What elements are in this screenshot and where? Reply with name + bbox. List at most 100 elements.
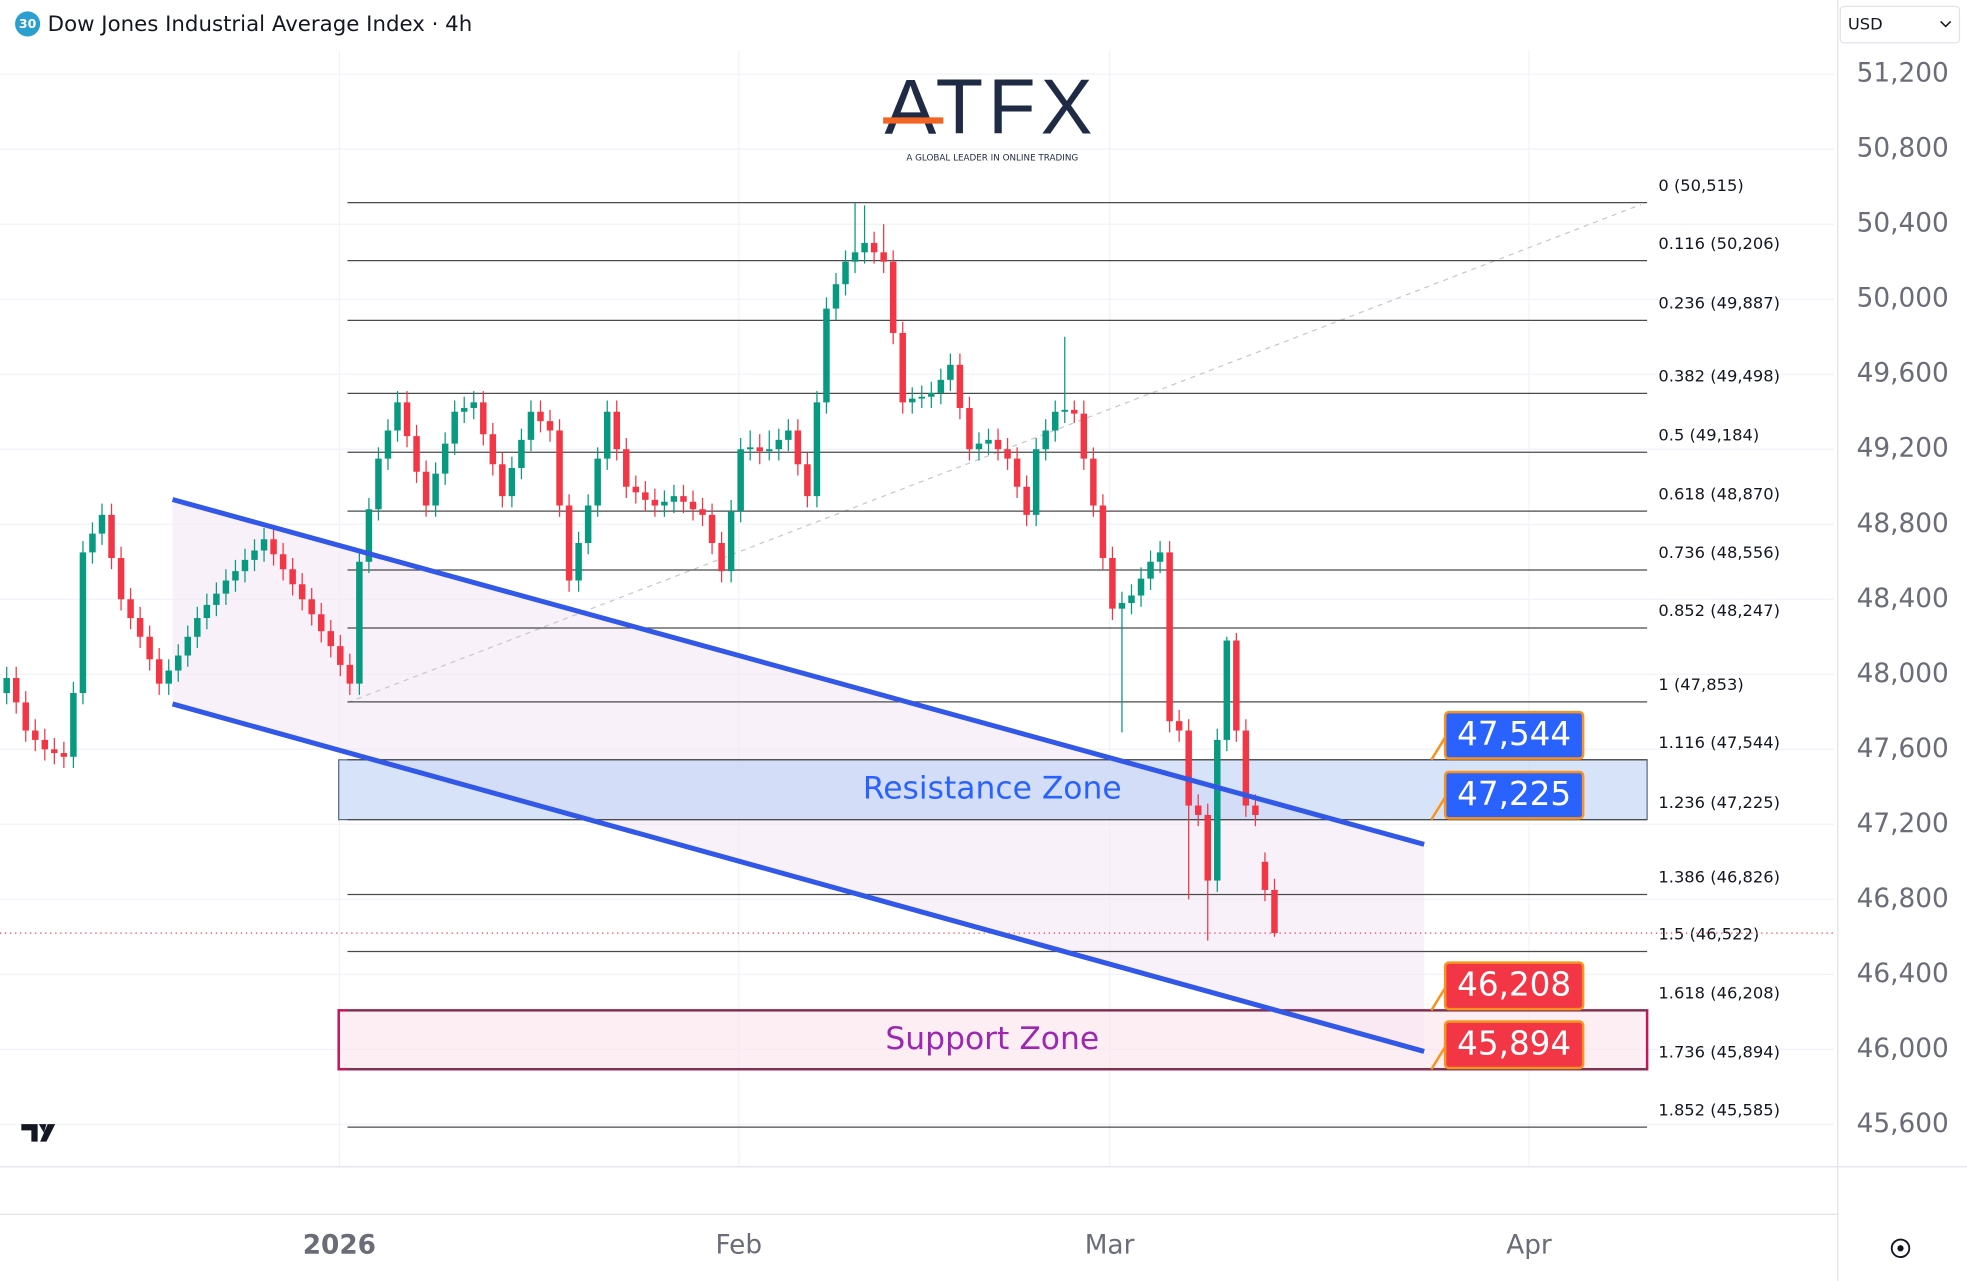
candle-body bbox=[1214, 739, 1221, 881]
tv-logo bbox=[21, 1124, 56, 1142]
candle-body bbox=[251, 550, 258, 560]
candle-body bbox=[661, 501, 668, 506]
candle-body bbox=[1099, 505, 1107, 559]
candle-body bbox=[422, 471, 430, 506]
candle-body bbox=[1023, 486, 1030, 515]
candle-body bbox=[175, 655, 182, 671]
candle-body bbox=[851, 252, 859, 262]
y-tick-label: 49,200 bbox=[1857, 434, 1949, 464]
fib-level-label: 0.116 (50,206) bbox=[1658, 234, 1780, 253]
candle-body bbox=[441, 443, 449, 474]
x-tick-label: Mar bbox=[1085, 1230, 1135, 1260]
candle-body bbox=[546, 421, 554, 431]
y-tick-label: 46,800 bbox=[1857, 884, 1949, 914]
candle-body bbox=[670, 496, 678, 502]
fib-level-label: 1.618 (46,208) bbox=[1658, 984, 1780, 1003]
candle-body bbox=[766, 449, 773, 452]
candle-body bbox=[1061, 409, 1069, 412]
candle-body bbox=[127, 599, 134, 619]
price-tag bbox=[1443, 770, 1585, 820]
candle-body bbox=[1233, 640, 1240, 731]
price-tag-label: 47,225 bbox=[1457, 775, 1571, 813]
candle-body bbox=[870, 242, 878, 253]
candle-body bbox=[1137, 578, 1145, 596]
candle-body bbox=[947, 364, 954, 380]
price-tag-label: 47,544 bbox=[1457, 715, 1571, 753]
candle-body bbox=[737, 449, 744, 512]
candle-body bbox=[708, 514, 716, 544]
candle-body bbox=[403, 402, 411, 437]
candle-body bbox=[232, 571, 239, 581]
candle-body bbox=[813, 402, 821, 497]
candle-body bbox=[928, 392, 935, 397]
candle-body bbox=[966, 407, 973, 450]
settings-icon[interactable] bbox=[1890, 1238, 1911, 1259]
candle-body bbox=[1090, 458, 1097, 506]
candle-body bbox=[842, 261, 849, 285]
y-tick-label: 50,400 bbox=[1857, 209, 1949, 239]
x-tick-label: 2026 bbox=[303, 1230, 376, 1260]
y-tick-label: 50,000 bbox=[1857, 284, 1949, 314]
fib-level-label: 0.618 (48,870) bbox=[1658, 484, 1780, 503]
y-tick-label: 47,200 bbox=[1857, 809, 1949, 839]
candle-body bbox=[260, 539, 268, 551]
fib-level-label: 0 (50,515) bbox=[1658, 176, 1743, 195]
candle-body bbox=[384, 430, 392, 459]
candle-body bbox=[194, 618, 201, 637]
candle-body bbox=[775, 439, 783, 450]
currency[interactable]: USD bbox=[1848, 15, 1883, 34]
candle-body bbox=[480, 402, 487, 435]
fib-level-label: 0.852 (48,247) bbox=[1658, 601, 1780, 620]
zone-label: Resistance Zone bbox=[863, 771, 1122, 807]
candle-body bbox=[603, 411, 611, 459]
fib-level-label: 1.386 (46,826) bbox=[1658, 868, 1780, 887]
header-bg bbox=[0, 0, 1835, 48]
candle-body bbox=[727, 511, 735, 572]
candle-body bbox=[537, 411, 544, 422]
y-tick-label: 51,200 bbox=[1857, 59, 1949, 89]
candle-body bbox=[1147, 561, 1154, 579]
candle-body bbox=[556, 430, 563, 506]
candle-body bbox=[527, 411, 535, 440]
candle-body bbox=[222, 580, 230, 594]
candle-body bbox=[718, 543, 725, 572]
candle-body bbox=[680, 496, 687, 502]
candle-body bbox=[22, 702, 29, 731]
candle-body bbox=[1166, 552, 1173, 722]
candle-body bbox=[270, 539, 277, 555]
candle-body bbox=[1204, 814, 1211, 881]
overlay-layer: Resistance Zone 47,544 47,225 Support Zone 4… bbox=[171, 497, 1585, 1070]
fib-level-label: 0.382 (49,498) bbox=[1658, 367, 1780, 386]
fib-level-label: 0.5 (49,184) bbox=[1658, 425, 1759, 444]
fib-layer: 0 (50,515) 0.116 (50,206) 0.236 (49,887) 0.… bbox=[347, 176, 1780, 1128]
candle-body bbox=[79, 552, 87, 694]
fill-layer bbox=[172, 499, 1649, 1071]
candle-body bbox=[1223, 640, 1231, 740]
candle-body bbox=[899, 332, 906, 403]
candle-body bbox=[337, 646, 344, 665]
candle-body bbox=[451, 411, 458, 444]
candle-body bbox=[413, 436, 420, 472]
candle-body bbox=[3, 678, 10, 694]
candle-body bbox=[184, 636, 192, 656]
candle-body bbox=[1109, 558, 1116, 609]
candle-body bbox=[861, 242, 868, 253]
candle-body bbox=[499, 464, 506, 497]
currency-box[interactable] bbox=[1839, 5, 1961, 44]
candle-body bbox=[1128, 595, 1135, 604]
candle-body bbox=[1004, 449, 1011, 459]
y-tick-label: 46,400 bbox=[1857, 959, 1949, 989]
candle-body bbox=[689, 501, 697, 510]
price-tag bbox=[1443, 1020, 1585, 1070]
channel-line bbox=[171, 701, 1425, 1054]
candle-body bbox=[1271, 889, 1278, 934]
candle-body bbox=[308, 599, 315, 615]
candle-body bbox=[1252, 805, 1259, 815]
candle-body bbox=[1118, 603, 1126, 609]
chart-title: Dow Jones Industrial Average Index · 4h bbox=[48, 12, 473, 37]
fib-level-label: 1.236 (47,225) bbox=[1658, 793, 1780, 812]
candle-body bbox=[642, 492, 649, 500]
candle-body bbox=[623, 449, 630, 487]
candle-body bbox=[937, 379, 945, 393]
